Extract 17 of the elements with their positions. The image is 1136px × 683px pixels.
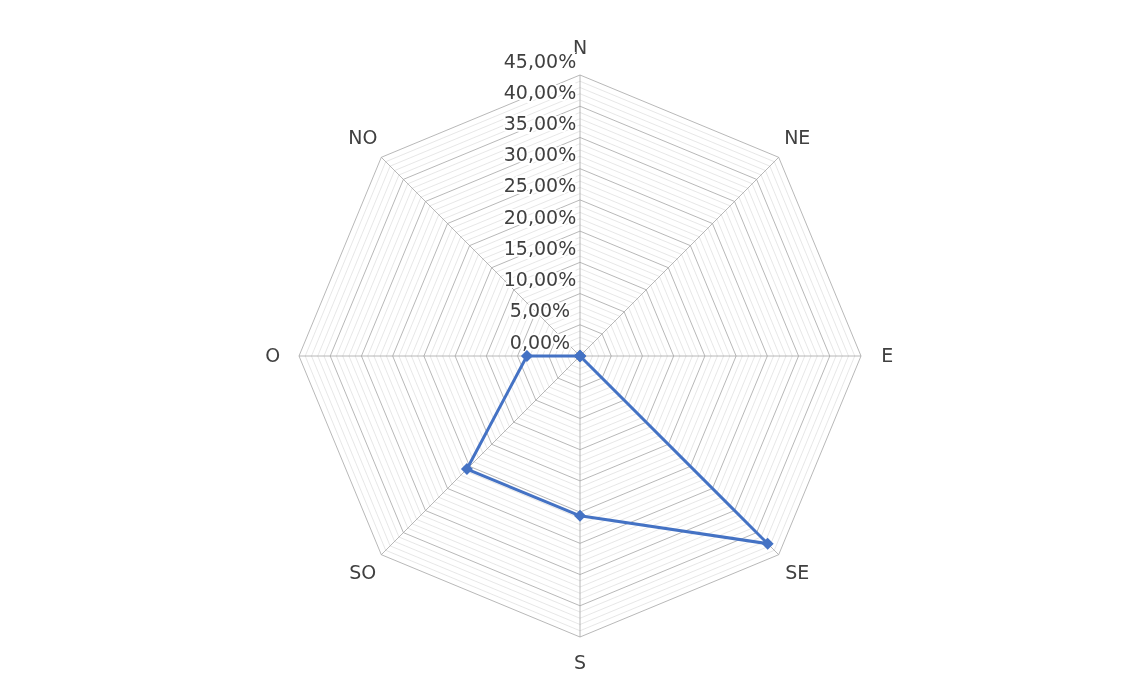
y-tick-label: 10,00% (503, 268, 577, 291)
spoke-label: SO (349, 560, 377, 583)
spoke-label: SE (785, 560, 810, 583)
y-tick-label: 25,00% (503, 174, 577, 197)
spoke-label: S (573, 650, 587, 673)
y-tick-label: 20,00% (503, 205, 577, 228)
y-tick-label: 0,00% (509, 330, 571, 353)
y-tick-label: 40,00% (503, 80, 577, 103)
y-tick-label: 5,00% (509, 299, 571, 322)
spoke-label: E (881, 343, 894, 366)
spoke-label: NE (784, 126, 811, 149)
spoke-label: N (572, 36, 588, 59)
spoke-label: O (265, 343, 281, 366)
y-tick-label: 15,00% (503, 236, 577, 259)
y-tick-label: 30,00% (503, 143, 577, 166)
spoke-label: NO (348, 126, 378, 149)
y-tick-label: 35,00% (503, 111, 577, 134)
